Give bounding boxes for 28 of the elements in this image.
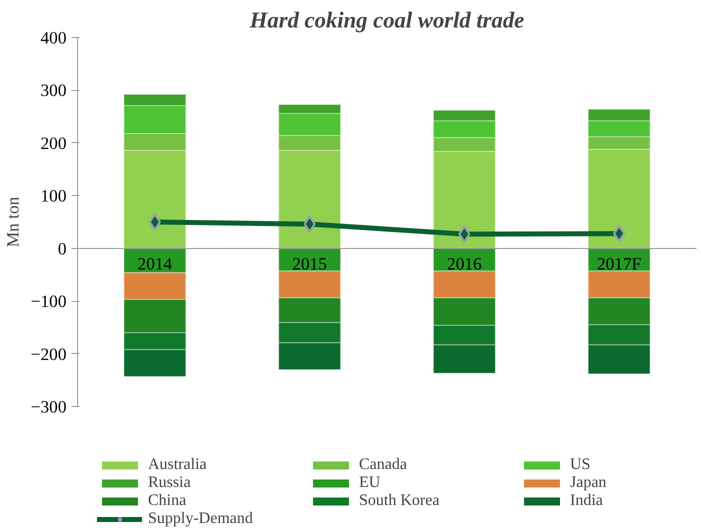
legend-label: Russia — [148, 474, 192, 492]
x-tick-label: 2017F — [596, 254, 642, 274]
y-tick-label: −200 — [30, 344, 66, 364]
y-axis-title: Mn ton — [4, 196, 23, 248]
x-tick-label: 2015 — [292, 254, 327, 274]
legend-label: US — [570, 456, 592, 474]
y-tick-label: −300 — [30, 398, 66, 416]
y-tick-label: 100 — [40, 186, 67, 206]
y-tick-label: 300 — [40, 81, 67, 100]
y-tick-label: −100 — [30, 292, 66, 312]
chart-title: Hard coking coal world trade — [248, 8, 524, 32]
legend-label: Japan — [570, 474, 608, 492]
y-tick-label: 400 — [40, 28, 67, 48]
x-tick-label: 2014 — [138, 254, 173, 274]
point — [304, 216, 316, 233]
legend-label: India — [570, 492, 604, 510]
x-tick-label: 2016 — [447, 254, 482, 274]
legend-label: Canada — [359, 456, 408, 474]
legend-label: Australia — [148, 456, 208, 474]
y-tick-label: 200 — [40, 134, 67, 153]
y-tick-label: 0 — [58, 239, 67, 258]
point — [148, 214, 161, 230]
legend-label: EU — [359, 474, 382, 492]
point — [613, 225, 626, 242]
legend-label: Supply-Demand — [148, 510, 254, 528]
legend-label: China — [148, 492, 188, 510]
point — [458, 226, 470, 243]
legend-label: South Korea — [359, 492, 440, 510]
